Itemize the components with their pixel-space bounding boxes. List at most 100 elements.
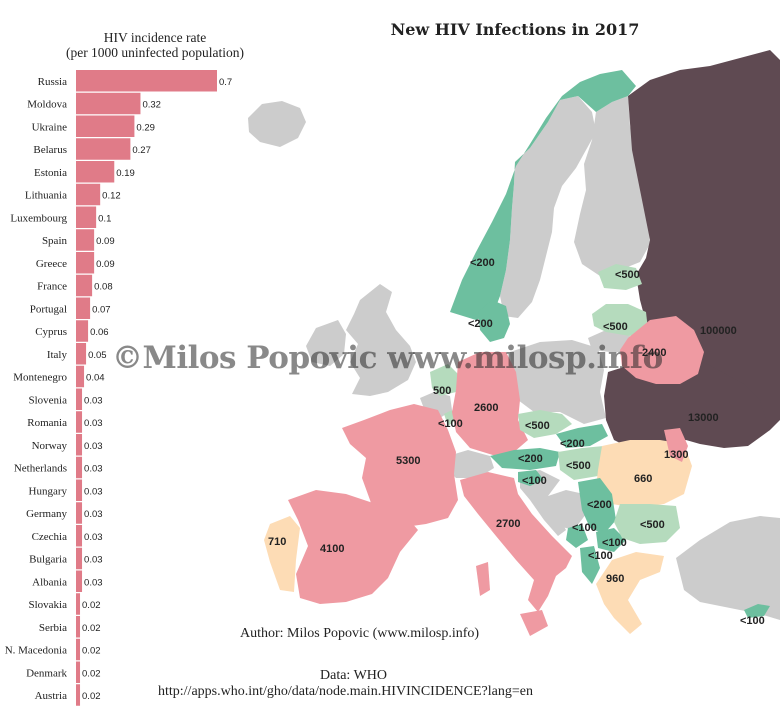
country-bulgaria xyxy=(614,504,680,544)
bar-category-label: Moldova xyxy=(27,99,67,111)
country-sweden xyxy=(500,96,596,318)
country-slovakia xyxy=(556,424,608,448)
country-belarus xyxy=(620,316,704,384)
bar-category-label: Spain xyxy=(42,235,68,247)
map-label-estonia: <500 xyxy=(615,269,640,281)
country-finland xyxy=(574,96,650,276)
map-label-norway: <200 xyxy=(470,257,495,269)
country-ukraine xyxy=(604,360,770,448)
bar-value-label: 0.07 xyxy=(92,304,111,315)
bar-category-label: Cyprus xyxy=(35,326,67,338)
bar-value-label: 0.02 xyxy=(82,668,101,679)
bar-slovakia xyxy=(76,593,81,615)
bar-value-label: 0.1 xyxy=(98,213,111,224)
country-sicily xyxy=(520,610,548,636)
bar-category-label: Belarus xyxy=(33,144,67,156)
map-label-luxembourg: <100 xyxy=(438,418,463,430)
map-label-cyprus: <100 xyxy=(740,615,765,627)
map-label-austria: <200 xyxy=(518,453,543,465)
map-label-spain: 4100 xyxy=(320,543,344,555)
country-france xyxy=(342,404,458,528)
bar-category-label: Russia xyxy=(38,76,67,88)
country-denmark xyxy=(478,300,510,342)
country-poland xyxy=(510,340,606,424)
map-label-moldova: 1300 xyxy=(664,449,688,461)
bar-value-label: 0.03 xyxy=(84,441,103,452)
map-label-slovenia: <100 xyxy=(522,475,547,487)
bar-category-label: Estonia xyxy=(34,167,67,179)
bar-category-label: Denmark xyxy=(26,667,67,679)
map-label-czechia: <500 xyxy=(525,420,550,432)
map-label-ukraine: 13000 xyxy=(688,412,719,424)
country-latvia xyxy=(592,304,648,336)
bar-value-label: 0.03 xyxy=(84,486,103,497)
bar-category-label: N. Macedonia xyxy=(5,645,67,657)
bar-serbia xyxy=(76,616,81,638)
chart-title-line-1: HIV incidence rate xyxy=(103,30,207,45)
bar-value-label: 0.05 xyxy=(88,350,107,361)
bar-category-label: Italy xyxy=(47,349,68,361)
bar-n-macedonia xyxy=(76,638,81,661)
map-label-hungary: <500 xyxy=(566,460,591,472)
bar-luxembourg xyxy=(76,206,97,228)
country-ireland xyxy=(306,320,346,366)
map-label-slovakia: <200 xyxy=(560,438,585,450)
country-uk xyxy=(346,284,416,396)
country-spain xyxy=(288,490,418,604)
bar-category-label: France xyxy=(37,281,67,293)
bar-category-label: Netherlands xyxy=(14,463,67,475)
country-germany xyxy=(452,352,528,456)
country-croatia xyxy=(520,470,566,536)
map-label-italy: 2700 xyxy=(496,518,520,530)
map-label-russia: 100000 xyxy=(700,325,737,337)
bar-category-label: Slovakia xyxy=(29,599,68,611)
bar-value-label: 0.03 xyxy=(84,418,103,429)
bar-category-label: Ukraine xyxy=(32,121,68,133)
bar-portugal xyxy=(76,297,91,319)
map-label-serbia: <200 xyxy=(587,499,612,511)
bar-value-label: 0.09 xyxy=(96,236,115,247)
map-title: New HIV Infections in 2017 xyxy=(390,20,640,39)
bar-slovenia xyxy=(76,388,83,410)
bar-bulgaria xyxy=(76,547,83,570)
bar-moldova xyxy=(76,92,141,115)
country-iceland xyxy=(248,101,306,147)
country-switzerland xyxy=(446,450,494,478)
bar-category-label: Serbia xyxy=(39,622,67,634)
bar-category-label: Czechia xyxy=(32,531,68,543)
bar-ukraine xyxy=(76,115,135,137)
country-montenegro xyxy=(566,524,588,548)
bar-czechia xyxy=(76,525,83,547)
bar-hungary xyxy=(76,479,83,501)
no-data-countries xyxy=(248,96,780,620)
watermark: ©Milos Popovic www.milosp.info xyxy=(112,340,663,376)
country-norway xyxy=(450,70,636,320)
bar-category-label: Romania xyxy=(27,417,67,429)
bar-category-label: Greece xyxy=(36,258,67,270)
map-label-montenegro: <100 xyxy=(572,522,597,534)
bar-value-label: 0.03 xyxy=(84,509,103,520)
bar-value-label: 0.03 xyxy=(84,577,103,588)
bar-value-label: 0.03 xyxy=(84,395,103,406)
map-label-france: 5300 xyxy=(396,455,420,467)
bar-value-label: 0.02 xyxy=(82,691,101,702)
bar-category-label: Austria xyxy=(35,690,68,702)
bar-romania xyxy=(76,411,83,433)
country-czechia xyxy=(518,410,572,438)
country-moldova xyxy=(664,428,688,462)
map-label-portugal: 710 xyxy=(268,536,286,548)
bar-albania xyxy=(76,570,83,592)
map-label-albania: <100 xyxy=(588,550,613,562)
bar-value-label: 0.02 xyxy=(82,600,101,611)
bar-value-label: 0.19 xyxy=(116,168,134,179)
colored-countries xyxy=(264,50,780,636)
bar-category-label: Lithuania xyxy=(25,190,67,202)
country-romania xyxy=(596,440,692,508)
country-albania xyxy=(580,546,600,584)
bar-value-label: 0.08 xyxy=(94,282,113,293)
bar-category-label: Slovenia xyxy=(29,394,68,406)
bar-value-label: 0.02 xyxy=(82,646,101,657)
bar-category-label: Norway xyxy=(32,440,68,452)
bar-greece xyxy=(76,252,95,274)
